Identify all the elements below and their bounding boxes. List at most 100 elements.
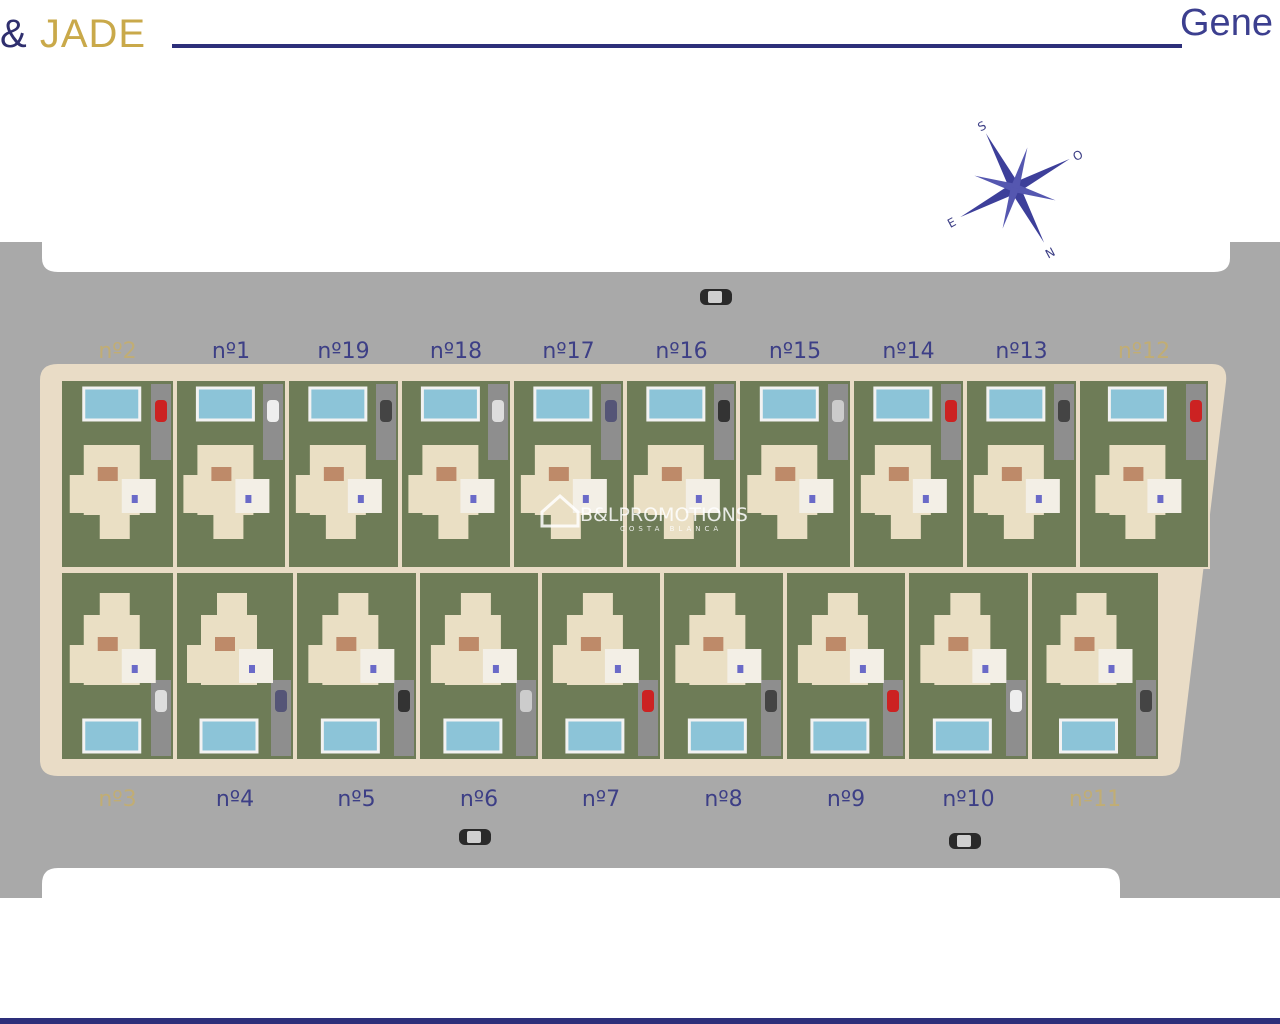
house-footprint bbox=[747, 475, 778, 513]
house-footprint bbox=[1125, 515, 1156, 539]
house-footprint bbox=[460, 479, 495, 513]
furniture bbox=[470, 495, 477, 503]
lot-plot[interactable] bbox=[175, 379, 287, 569]
furniture bbox=[825, 637, 846, 651]
lot-label: nº18 bbox=[430, 339, 482, 364]
lot-plot[interactable] bbox=[852, 379, 965, 569]
lot-label: nº1 bbox=[212, 339, 250, 364]
lot-label: nº2 bbox=[98, 339, 136, 364]
lot-plot[interactable] bbox=[965, 379, 1078, 569]
lot-label: nº11 bbox=[1069, 787, 1121, 812]
lot-label: nº5 bbox=[337, 787, 375, 812]
lot-plot[interactable] bbox=[907, 571, 1030, 761]
pool bbox=[687, 718, 747, 754]
furniture bbox=[97, 467, 118, 481]
house-footprint bbox=[121, 649, 156, 683]
lot-plot[interactable] bbox=[400, 379, 512, 569]
house-footprint bbox=[99, 515, 130, 539]
pool bbox=[873, 386, 933, 422]
page-title: Gene bbox=[1180, 2, 1273, 44]
house-footprint bbox=[849, 649, 884, 683]
house-footprint bbox=[1046, 645, 1077, 683]
furniture bbox=[922, 495, 929, 503]
lot-plot[interactable] bbox=[625, 379, 738, 569]
lot-plot[interactable] bbox=[738, 379, 852, 569]
lot-label: nº4 bbox=[216, 787, 254, 812]
house-footprint bbox=[920, 645, 951, 683]
car bbox=[492, 400, 504, 422]
pool bbox=[82, 386, 142, 422]
pool bbox=[932, 718, 992, 754]
house-footprint bbox=[973, 475, 1004, 513]
lot-label: nº15 bbox=[769, 339, 821, 364]
lot-label: nº9 bbox=[827, 787, 865, 812]
car bbox=[765, 690, 777, 712]
furniture bbox=[548, 467, 569, 481]
house-footprint bbox=[438, 515, 469, 539]
furniture bbox=[211, 467, 232, 481]
lot-plot[interactable] bbox=[540, 571, 662, 761]
house-footprint bbox=[338, 593, 369, 617]
furniture bbox=[249, 665, 255, 673]
pool bbox=[1107, 386, 1167, 422]
furniture bbox=[775, 467, 796, 481]
header-divider bbox=[172, 44, 1182, 48]
house-footprint bbox=[1147, 479, 1182, 513]
house-footprint bbox=[604, 649, 639, 683]
house-footprint bbox=[827, 593, 858, 617]
furniture bbox=[703, 637, 724, 651]
house-footprint bbox=[685, 479, 720, 513]
pool bbox=[420, 386, 480, 422]
house-footprint bbox=[360, 649, 395, 683]
lot-plot[interactable] bbox=[287, 379, 400, 569]
lot-plot[interactable] bbox=[60, 379, 175, 569]
house-footprint bbox=[213, 515, 244, 539]
house-footprint bbox=[347, 479, 382, 513]
furniture bbox=[859, 665, 866, 673]
house-footprint bbox=[633, 475, 664, 513]
house-footprint bbox=[295, 475, 326, 513]
car bbox=[887, 690, 899, 712]
house-footprint bbox=[69, 475, 100, 513]
furniture bbox=[492, 665, 499, 673]
car bbox=[1140, 690, 1152, 712]
lot-plot[interactable] bbox=[1078, 379, 1210, 569]
furniture bbox=[323, 467, 344, 481]
house-footprint bbox=[121, 479, 156, 513]
street-car-roof bbox=[708, 291, 722, 303]
house-footprint bbox=[408, 475, 439, 513]
lot-plot[interactable] bbox=[785, 571, 907, 761]
watermark-tagline: COSTA BLANCA bbox=[620, 525, 722, 533]
car bbox=[155, 400, 167, 422]
lot-label: nº10 bbox=[942, 787, 994, 812]
furniture bbox=[1108, 665, 1115, 673]
house-footprint bbox=[912, 479, 947, 513]
compass-star bbox=[1013, 183, 1056, 201]
furniture bbox=[1074, 637, 1095, 651]
lot-labels: nº2 nº1 nº19 nº18 nº17 nº16 nº15 nº14 nº13 nº12 nº… bbox=[98, 339, 1170, 812]
lot-plot[interactable] bbox=[60, 571, 175, 761]
house-footprint bbox=[552, 645, 583, 683]
lot-plot[interactable] bbox=[418, 571, 540, 761]
lot-plot[interactable] bbox=[1030, 571, 1160, 761]
pool bbox=[646, 386, 706, 422]
house-footprint bbox=[675, 645, 706, 683]
brand-ampersand: & bbox=[0, 12, 28, 56]
lot-plot[interactable] bbox=[512, 379, 625, 569]
house-footprint bbox=[950, 593, 981, 617]
house-footprint bbox=[183, 475, 214, 513]
lot-plot[interactable] bbox=[295, 571, 418, 761]
house-footprint bbox=[890, 515, 921, 539]
furniture bbox=[1123, 467, 1144, 481]
furniture bbox=[131, 495, 138, 503]
furniture bbox=[131, 665, 138, 673]
furniture bbox=[582, 495, 589, 503]
car bbox=[642, 690, 654, 712]
house-footprint bbox=[860, 475, 891, 513]
car bbox=[267, 400, 279, 422]
lot-plot[interactable] bbox=[175, 571, 295, 761]
compass-star bbox=[960, 185, 1015, 218]
lot-plot[interactable] bbox=[662, 571, 785, 761]
pool bbox=[443, 718, 503, 754]
